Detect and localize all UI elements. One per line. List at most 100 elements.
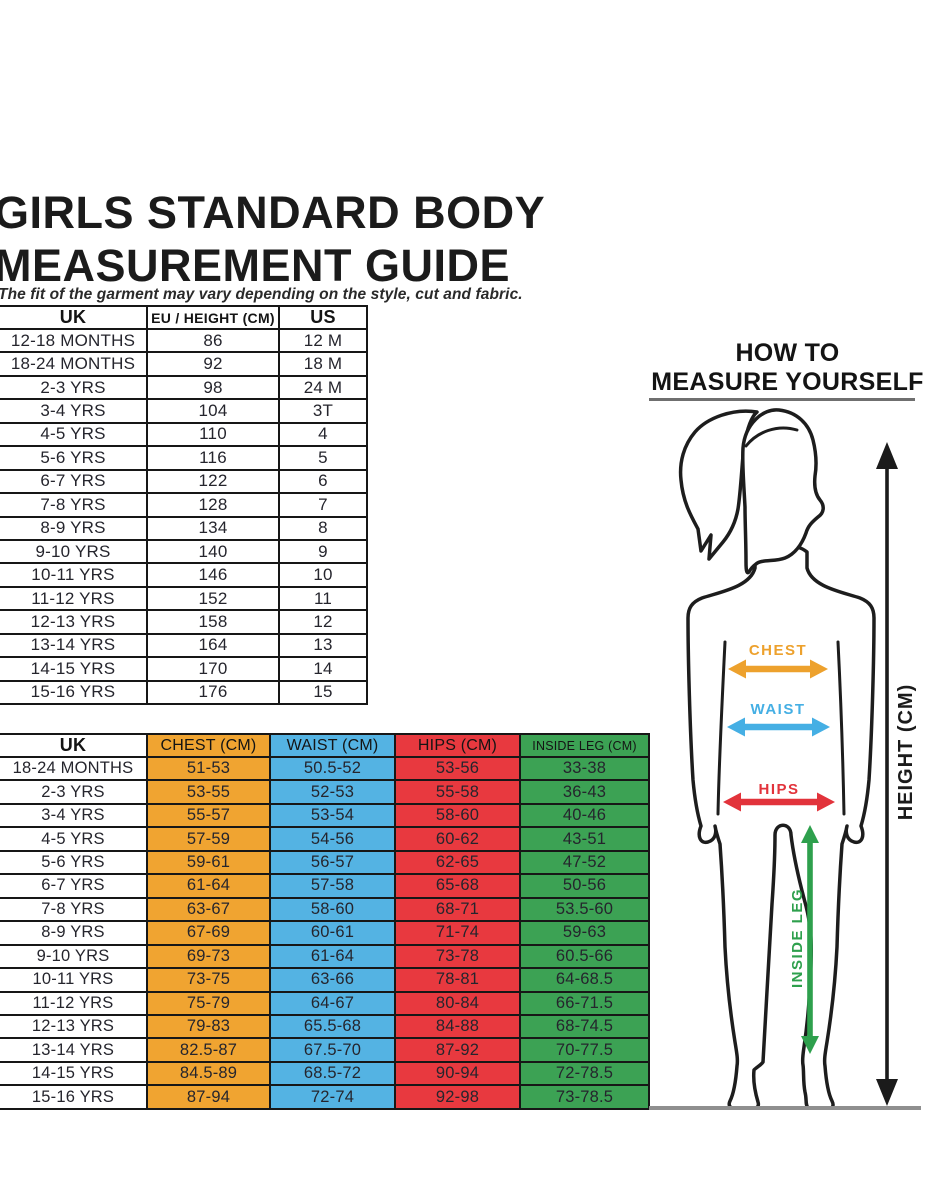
chest-label: CHEST xyxy=(749,642,807,659)
table-cell: 53.5-60 xyxy=(519,896,650,923)
table-row: 5-6 YRS 59-61 56-57 62-65 47-52 xyxy=(0,849,650,876)
table-row: 18-24 MONTHS 92 18 M xyxy=(0,351,368,377)
table-cell: 53-56 xyxy=(394,755,521,782)
table-cell: 15 xyxy=(278,679,368,706)
table-cell: 63-66 xyxy=(269,967,396,993)
table-cell: 134 xyxy=(146,515,280,541)
size-conversion-table-header: UK EU / HEIGHT (CM) US xyxy=(0,305,368,330)
table-cell: 50-56 xyxy=(519,873,650,899)
table-cell: 18 M xyxy=(278,351,368,377)
girl-head-outline xyxy=(741,408,825,575)
table-cell: 70-77.5 xyxy=(519,1037,650,1063)
table-cell: 128 xyxy=(146,492,280,518)
girl-inner-arm-right xyxy=(836,640,846,816)
table-cell: 18-24 MONTHS xyxy=(0,351,148,377)
table-cell: 79-83 xyxy=(146,1013,271,1040)
table-cell: 65-68 xyxy=(394,873,521,899)
table-cell: 14-15 YRS xyxy=(0,1060,148,1087)
girl-fringe-line xyxy=(744,426,799,448)
table-row: 10-11 YRS 73-75 63-66 78-81 64-68.5 xyxy=(0,967,650,993)
table-cell: 78-81 xyxy=(394,967,521,993)
table-cell: 13 xyxy=(278,632,368,659)
table-cell: 164 xyxy=(146,632,280,659)
column-header: HIPS (CM) xyxy=(394,733,521,758)
table-cell: 58-60 xyxy=(269,896,396,923)
table-cell: 73-75 xyxy=(146,967,271,993)
table-row: 6-7 YRS 122 6 xyxy=(0,468,368,495)
table-cell: 43-51 xyxy=(519,826,650,852)
table-row: 13-14 YRS 164 13 xyxy=(0,632,368,659)
table-row: 10-11 YRS 146 10 xyxy=(0,562,368,588)
table-cell: 92-98 xyxy=(394,1084,521,1110)
table-cell: 8 xyxy=(278,515,368,541)
table-cell: 64-68.5 xyxy=(519,967,650,993)
inside-leg-label: INSIDE LEG xyxy=(789,888,806,988)
waist-arrow xyxy=(727,717,830,737)
table-cell: 68.5-72 xyxy=(269,1060,396,1087)
table-cell: 62-65 xyxy=(394,849,521,876)
table-row: 11-12 YRS 152 11 xyxy=(0,585,368,612)
table-cell: 61-64 xyxy=(146,873,271,899)
table-cell: 7 xyxy=(278,492,368,518)
table-cell: 71-74 xyxy=(394,920,521,946)
table-cell: 5-6 YRS xyxy=(0,445,148,471)
header-row: UK CHEST (CM) WAIST (CM) HIPS (CM) INSIDE LE… xyxy=(0,733,650,758)
howto-heading-line2: MEASURE YOURSELF xyxy=(651,368,924,396)
table-cell: 7-8 YRS xyxy=(0,896,148,923)
table-cell: 24 M xyxy=(278,374,368,401)
table-cell: 10-11 YRS xyxy=(0,967,148,993)
girl-body-outline xyxy=(686,542,876,1110)
table-cell: 73-78 xyxy=(394,943,521,970)
table-row: 7-8 YRS 63-67 58-60 68-71 53.5-60 xyxy=(0,896,650,923)
waist-label: WAIST xyxy=(751,701,806,718)
table-cell: 47-52 xyxy=(519,849,650,876)
table-cell: 7-8 YRS xyxy=(0,492,148,518)
table-cell: 51-53 xyxy=(146,755,271,782)
table-cell: 55-58 xyxy=(394,779,521,805)
table-row: 14-15 YRS 170 14 xyxy=(0,656,368,682)
page-title-line2: MEASUREMENT GUIDE xyxy=(0,239,511,291)
column-header: INSIDE LEG (CM) xyxy=(519,733,650,758)
girl-inner-arm-left xyxy=(716,640,727,816)
table-row: 2-3 YRS 53-55 52-53 55-58 36-43 xyxy=(0,779,650,805)
table-cell: 69-73 xyxy=(146,943,271,970)
table-cell: 6-7 YRS xyxy=(0,468,148,495)
howto-heading-line1: HOW TO xyxy=(735,339,840,367)
table-cell: 15-16 YRS xyxy=(0,1084,148,1110)
table-row: 14-15 YRS 84.5-89 68.5-72 90-94 72-78.5 xyxy=(0,1060,650,1087)
table-cell: 59-61 xyxy=(146,849,271,876)
table-cell: 84-88 xyxy=(394,1013,521,1040)
table-row: 11-12 YRS 75-79 64-67 80-84 66-71.5 xyxy=(0,990,650,1017)
table-cell: 60-62 xyxy=(394,826,521,852)
table-cell: 2-3 YRS xyxy=(0,779,148,805)
table-cell: 55-57 xyxy=(146,802,271,829)
table-row: 5-6 YRS 116 5 xyxy=(0,445,368,471)
table-cell: 56-57 xyxy=(269,849,396,876)
table-cell: 87-92 xyxy=(394,1037,521,1063)
table-cell: 6 xyxy=(278,468,368,495)
table-cell: 13-14 YRS xyxy=(0,1037,148,1063)
hips-arrow xyxy=(723,792,835,812)
table-row: 13-14 YRS 82.5-87 67.5-70 87-92 70-77.5 xyxy=(0,1037,650,1063)
table-cell: 6-7 YRS xyxy=(0,873,148,899)
table-cell: 13-14 YRS xyxy=(0,632,148,659)
table-row: 8-9 YRS 134 8 xyxy=(0,515,368,541)
table-row: 9-10 YRS 69-73 61-64 73-78 60.5-66 xyxy=(0,943,650,970)
table-cell: 50.5-52 xyxy=(269,755,396,782)
height-label: HEIGHT (CM) xyxy=(895,684,917,821)
table-cell: 12-13 YRS xyxy=(0,609,148,635)
table-cell: 82.5-87 xyxy=(146,1037,271,1063)
table-cell: 67-69 xyxy=(146,920,271,946)
table-cell: 57-59 xyxy=(146,826,271,852)
table-cell: 57-58 xyxy=(269,873,396,899)
table-row: 7-8 YRS 128 7 xyxy=(0,492,368,518)
table-cell: 104 xyxy=(146,398,280,424)
table-cell: 60-61 xyxy=(269,920,396,946)
table-cell: 53-54 xyxy=(269,802,396,829)
table-cell: 12 xyxy=(278,609,368,635)
table-cell: 86 xyxy=(146,327,280,354)
column-header: WAIST (CM) xyxy=(269,733,396,758)
page-title-line1: GIRLS STANDARD BODY xyxy=(0,187,546,239)
table-cell: 122 xyxy=(146,468,280,495)
table-cell: 116 xyxy=(146,445,280,471)
